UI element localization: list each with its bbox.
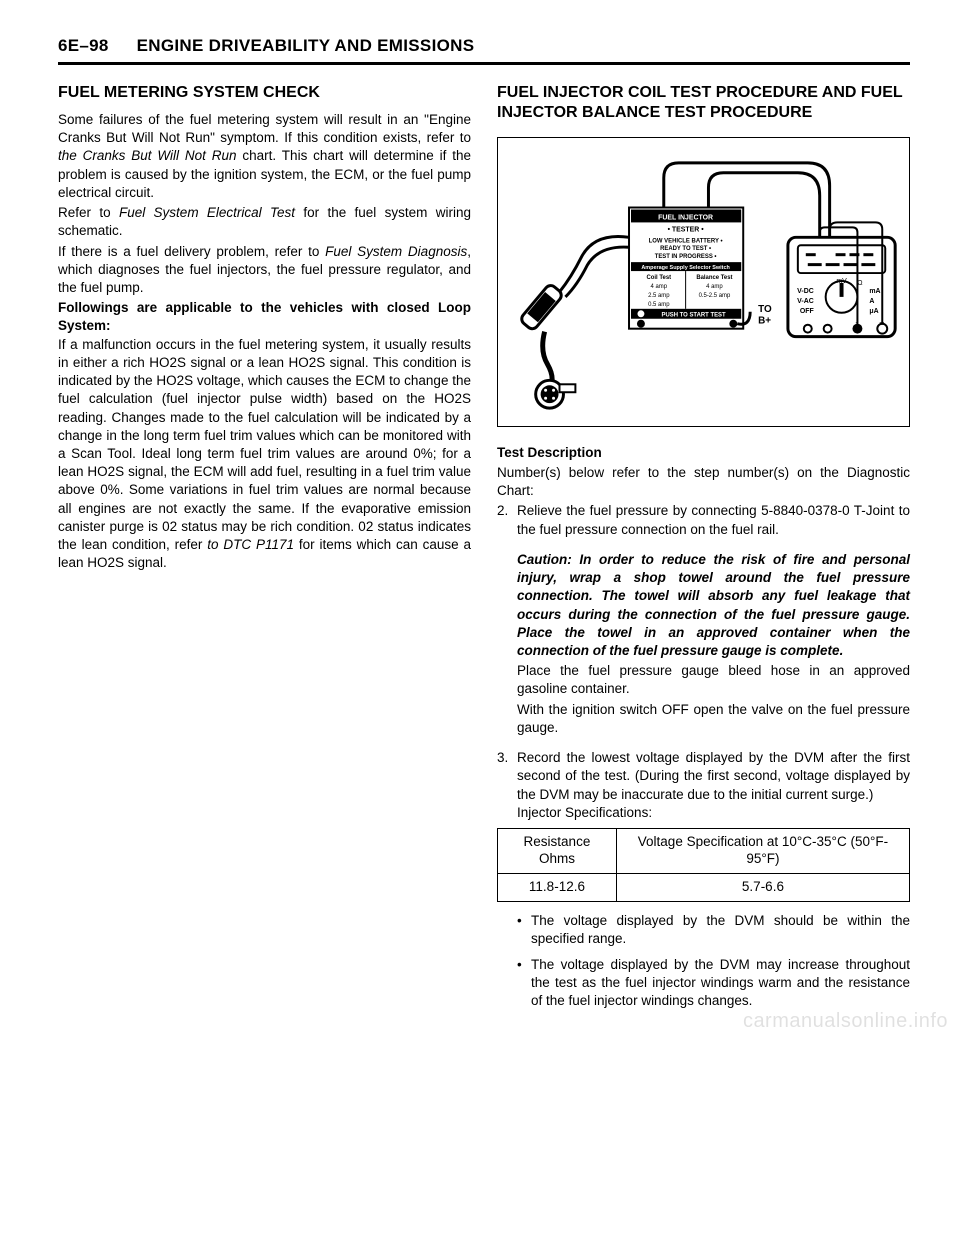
caution-followup-1: Place the fuel pressure gauge bleed hose… bbox=[517, 662, 910, 698]
right-column: FUEL INJECTOR COIL TEST PROCEDURE AND FU… bbox=[497, 83, 910, 1019]
test-description-title: Test Description bbox=[497, 445, 910, 460]
bullet-text: The voltage displayed by the DVM may inc… bbox=[531, 956, 910, 1011]
label: 2.5 amp bbox=[648, 293, 670, 299]
label: OFF bbox=[800, 308, 814, 315]
left-para-3: If there is a fuel delivery problem, ref… bbox=[58, 243, 471, 298]
text-italic: Fuel System Electrical Test bbox=[119, 205, 295, 220]
page-header: 6E–98 ENGINE DRIVEABILITY AND EMISSIONS bbox=[58, 36, 910, 65]
bullet-1: • The voltage displayed by the DVM shoul… bbox=[517, 912, 910, 948]
table-cell-2: 5.7-6.6 bbox=[616, 873, 909, 901]
bullet-dot: • bbox=[517, 956, 531, 1011]
watermark: carmanualsonline.info bbox=[743, 1010, 948, 1033]
left-para-2: Refer to Fuel System Electrical Test for… bbox=[58, 204, 471, 240]
step-text: Relieve the fuel pressure by connecting … bbox=[517, 502, 910, 538]
label: LOW VEHICLE BATTERY • bbox=[649, 238, 723, 244]
step-number: 2. bbox=[497, 502, 517, 538]
page-code: 6E–98 bbox=[58, 36, 109, 55]
header-line: 6E–98 ENGINE DRIVEABILITY AND EMISSIONS bbox=[58, 36, 910, 56]
label: 0.5-2.5 amp bbox=[699, 293, 731, 299]
caution-text: Caution: In order to reduce the risk of … bbox=[517, 552, 910, 658]
label: μA bbox=[869, 308, 878, 315]
bullet-text: The voltage displayed by the DVM should … bbox=[531, 912, 910, 948]
diagram-svg: FUEL INJECTOR • TESTER • LOW VEHICLE BAT… bbox=[498, 138, 909, 426]
left-bold-block: Followings are applicable to the vehicle… bbox=[58, 299, 471, 335]
label: Balance Test bbox=[696, 275, 732, 281]
label: FUEL INJECTOR bbox=[658, 214, 713, 221]
numbered-list-2: 3. Record the lowest voltage displayed b… bbox=[497, 749, 910, 822]
label: TO bbox=[758, 304, 772, 315]
bullet-dot: • bbox=[517, 912, 531, 948]
label: TEST IN PROGRESS • bbox=[655, 254, 717, 260]
table-cell-1: 11.8-12.6 bbox=[498, 873, 617, 901]
label: Amperage Supply Selector Switch bbox=[641, 265, 730, 271]
step-number: 3. bbox=[497, 749, 517, 822]
left-section-title: FUEL METERING SYSTEM CHECK bbox=[58, 83, 471, 103]
label: READY TO TEST • bbox=[660, 246, 711, 252]
spec-table: Resistance Ohms Voltage Specification at… bbox=[497, 828, 910, 902]
text: Injector Specifications: bbox=[517, 805, 652, 820]
label: Coil Test bbox=[646, 275, 671, 281]
table-header-1: Resistance Ohms bbox=[498, 828, 617, 873]
left-column: FUEL METERING SYSTEM CHECK Some failures… bbox=[58, 83, 471, 1019]
label: 4 amp bbox=[651, 284, 668, 290]
numbered-list: 2. Relieve the fuel pressure by connecti… bbox=[497, 502, 910, 538]
label: mA bbox=[869, 288, 880, 295]
text: If a malfunction occurs in the fuel mete… bbox=[58, 337, 471, 552]
step-2: 2. Relieve the fuel pressure by connecti… bbox=[497, 502, 910, 538]
caution-followup-2: With the ignition switch OFF open the va… bbox=[517, 701, 910, 737]
text: If there is a fuel delivery problem, ref… bbox=[58, 244, 325, 259]
step-3: 3. Record the lowest voltage displayed b… bbox=[497, 749, 910, 822]
test-description-para: Number(s) below refer to the step number… bbox=[497, 464, 910, 500]
step-text: Record the lowest voltage displayed by t… bbox=[517, 749, 910, 822]
label: 4 amp bbox=[706, 284, 723, 290]
text-italic: Fuel System Diagnosis bbox=[325, 244, 467, 259]
label: V-AC bbox=[797, 298, 814, 305]
diagram-figure: FUEL INJECTOR • TESTER • LOW VEHICLE BAT… bbox=[497, 137, 910, 427]
text: Some failures of the fuel metering syste… bbox=[58, 112, 471, 145]
text-italic: to DTC P1171 bbox=[207, 537, 294, 552]
page: 6E–98 ENGINE DRIVEABILITY AND EMISSIONS F… bbox=[0, 0, 960, 1039]
caution-block: Caution: In order to reduce the risk of … bbox=[517, 551, 910, 737]
label: • TESTER • bbox=[668, 226, 705, 233]
label: B+ bbox=[758, 316, 771, 327]
table-header-2: Voltage Specification at 10°C-35°C (50°F… bbox=[616, 828, 909, 873]
label: V-DC bbox=[797, 288, 814, 295]
label: mV bbox=[836, 278, 847, 285]
label: A bbox=[869, 298, 874, 305]
text: Refer to bbox=[58, 205, 119, 220]
page-title: ENGINE DRIVEABILITY AND EMISSIONS bbox=[137, 36, 475, 55]
right-section-title: FUEL INJECTOR COIL TEST PROCEDURE AND FU… bbox=[497, 83, 910, 123]
text-italic: the Cranks But Will Not Run bbox=[58, 148, 237, 163]
left-para-1: Some failures of the fuel metering syste… bbox=[58, 111, 471, 202]
label: PUSH TO START TEST bbox=[662, 313, 726, 319]
label: 0.5 amp bbox=[648, 302, 670, 308]
text: Record the lowest voltage displayed by t… bbox=[517, 750, 910, 801]
two-column-layout: FUEL METERING SYSTEM CHECK Some failures… bbox=[58, 83, 910, 1019]
bullet-list: • The voltage displayed by the DVM shoul… bbox=[517, 912, 910, 1011]
bullet-2: • The voltage displayed by the DVM may i… bbox=[517, 956, 910, 1011]
left-para-4: If a malfunction occurs in the fuel mete… bbox=[58, 336, 471, 573]
